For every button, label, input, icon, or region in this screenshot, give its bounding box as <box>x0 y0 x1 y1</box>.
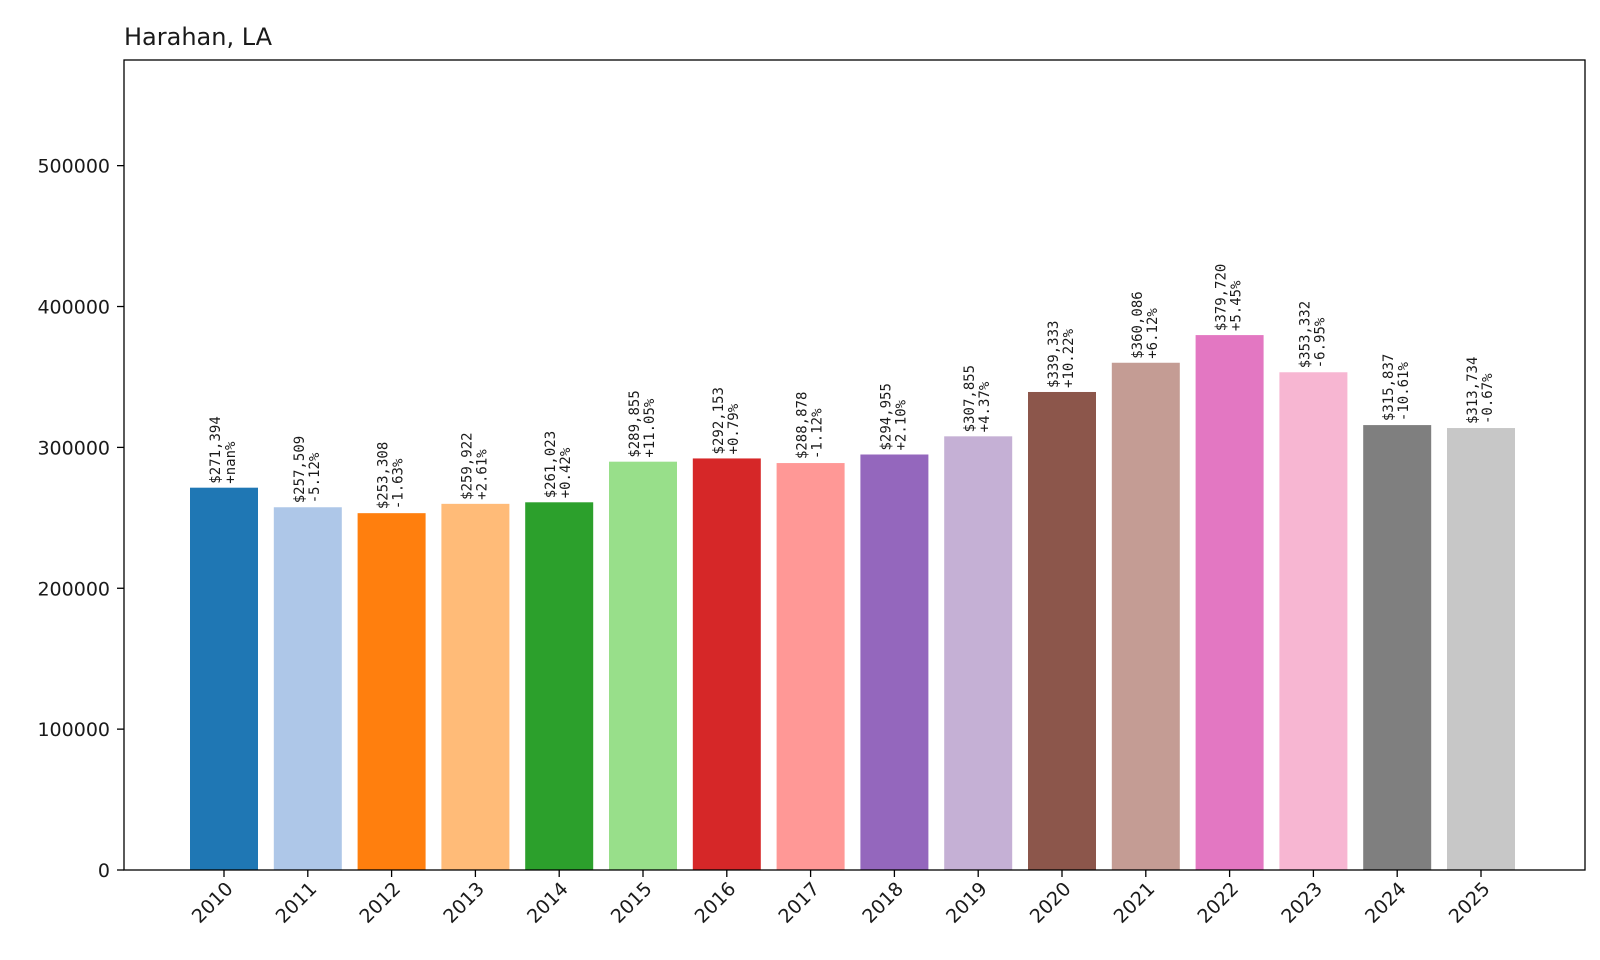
y-tick-label: 300000 <box>37 437 110 459</box>
x-tick-label: 2013 <box>439 878 489 928</box>
bar-2018 <box>860 454 929 870</box>
bar-2011 <box>273 507 342 870</box>
bar-2016 <box>692 458 761 870</box>
bar-2025 <box>1447 428 1515 870</box>
bar-value-label: $261,023+0.42% <box>543 431 574 498</box>
bar-value-label: $292,153+0.79% <box>711 387 742 454</box>
bar-value-label: $271,394+nan% <box>208 416 239 483</box>
bar-price-label: $339,333 <box>1046 321 1062 388</box>
bar-price-label: $307,855 <box>962 365 978 432</box>
bar-price-label: $288,878 <box>795 392 811 459</box>
bar-value-label: $289,855+11.05% <box>627 390 658 457</box>
bar-change-label: +2.61% <box>474 449 490 500</box>
bar-change-label: -0.67% <box>1480 373 1496 424</box>
x-tick-label: 2017 <box>774 878 824 928</box>
bar-value-label: $294,955+2.10% <box>878 383 909 450</box>
bar-price-label: $313,734 <box>1465 357 1481 424</box>
x-tick-label: 2025 <box>1445 878 1495 928</box>
bar-price-label: $261,023 <box>543 431 559 498</box>
x-tick-label: 2019 <box>942 878 992 928</box>
bar-price-label: $259,922 <box>459 432 475 499</box>
x-tick-label: 2022 <box>1193 878 1243 928</box>
chart-title: Harahan, LA <box>124 23 273 51</box>
bar-change-label: +2.10% <box>893 399 909 450</box>
bar-price-label: $292,153 <box>711 387 727 454</box>
bar-2014 <box>525 502 594 870</box>
bar-price-label: $360,086 <box>1130 291 1146 358</box>
bar-price-label: $315,837 <box>1381 354 1397 421</box>
bar-price-label: $353,332 <box>1297 301 1313 368</box>
bar-value-label: $259,922+2.61% <box>459 432 490 499</box>
x-tick-label: 2012 <box>355 878 405 928</box>
bar-value-label: $339,333+10.22% <box>1046 321 1077 388</box>
bar-change-label: -1.63% <box>391 458 407 509</box>
bar-price-label: $257,509 <box>292 436 308 503</box>
bar-change-label: -10.61% <box>1396 362 1412 422</box>
bars-group <box>190 335 1515 870</box>
x-tick-label: 2010 <box>188 878 238 928</box>
x-tick-label: 2020 <box>1026 878 1076 928</box>
bar-change-label: +0.79% <box>726 403 742 454</box>
bar-value-label: $353,332-6.95% <box>1297 301 1328 368</box>
y-tick-label: 400000 <box>37 297 110 319</box>
bar-2020 <box>1028 391 1096 870</box>
x-tick-label: 2021 <box>1110 878 1160 928</box>
bar-change-label: -1.12% <box>810 408 826 459</box>
y-tick-label: 100000 <box>37 719 110 741</box>
bar-2017 <box>776 463 845 870</box>
x-tick-label: 2023 <box>1277 878 1327 928</box>
bar-value-label: $257,509-5.12% <box>292 436 323 503</box>
bar-value-label: $379,720+5.45% <box>1214 264 1245 331</box>
y-axis: 0 100000 200000 300000 400000 500000 <box>37 156 124 882</box>
bar-2015 <box>609 461 677 870</box>
x-axis: 2010 2011 2012 2013 2014 2015 2016 2017 2018 2019… <box>188 870 1495 928</box>
bar-2023 <box>1279 372 1348 870</box>
bar-2012 <box>357 513 426 870</box>
bar-2019 <box>944 436 1013 870</box>
y-tick-label: 500000 <box>37 156 110 178</box>
bar-change-label: -6.95% <box>1312 317 1328 368</box>
bar-price-label: $289,855 <box>627 390 643 457</box>
bar-2024 <box>1363 425 1432 870</box>
bar-2021 <box>1111 362 1180 870</box>
x-tick-label: 2011 <box>272 878 322 928</box>
bar-change-label: +0.42% <box>558 447 574 498</box>
bar-change-label: +4.37% <box>977 381 993 432</box>
bar-change-label: +10.22% <box>1061 328 1077 388</box>
bar-2010 <box>190 487 258 870</box>
bar-change-label: -5.12% <box>307 452 323 503</box>
bar-value-label: $253,308-1.63% <box>376 442 407 509</box>
bar-price-label: $379,720 <box>1214 264 1230 331</box>
bar-price-label: $294,955 <box>878 383 894 450</box>
bar-value-label: $288,878-1.12% <box>795 392 826 459</box>
x-tick-label: 2024 <box>1361 878 1411 928</box>
plot-frame <box>123 59 1586 871</box>
bar-price-label: $253,308 <box>376 442 392 509</box>
x-tick-label: 2014 <box>523 878 573 928</box>
x-tick-label: 2016 <box>691 878 741 928</box>
bar-change-label: +5.45% <box>1229 280 1245 331</box>
bar-value-label: $313,734-0.67% <box>1465 357 1496 424</box>
bar-change-label: +6.12% <box>1145 308 1161 359</box>
bar-value-label: $307,855+4.37% <box>962 365 993 432</box>
bar-2013 <box>441 503 510 870</box>
bar-price-label: $271,394 <box>208 416 224 483</box>
y-tick-label: 200000 <box>37 578 110 600</box>
bar-2022 <box>1195 335 1264 870</box>
bar-value-label: $315,837-10.61% <box>1381 354 1412 421</box>
bar-change-label: +nan% <box>223 441 239 484</box>
y-tick-label: 0 <box>98 860 110 882</box>
bar-value-label: $360,086+6.12% <box>1130 291 1161 358</box>
bar-change-label: +11.05% <box>642 398 658 458</box>
x-tick-label: 2015 <box>607 878 657 928</box>
bar-labels-group: $271,394+nan% $257,509-5.12% $253,308-1.63… <box>208 264 1496 510</box>
x-tick-label: 2018 <box>858 878 908 928</box>
